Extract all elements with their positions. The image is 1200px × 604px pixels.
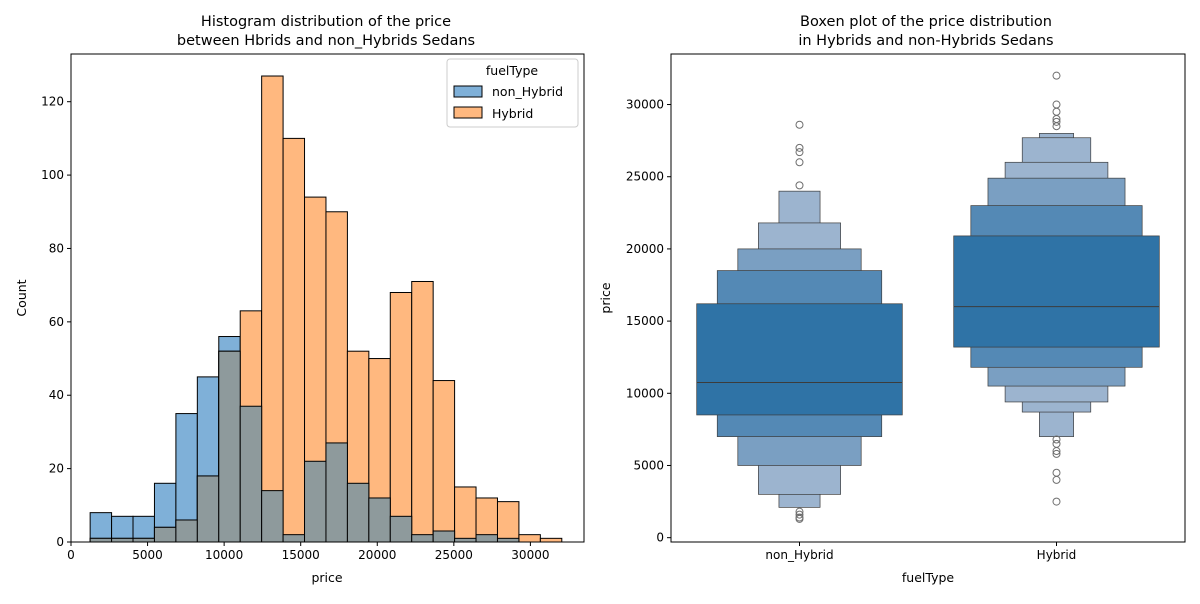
boxen-x-ticks: non_Hybrid Hybrid xyxy=(765,542,1076,562)
boxen-outlier-point xyxy=(795,513,804,522)
boxen-y-ticks: 0 5000 10000 15000 20000 25000 30000 xyxy=(626,98,671,545)
legend-label-non-hybrid: non_Hybrid xyxy=(492,84,563,99)
y-tick-label: 80 xyxy=(49,241,64,255)
y-tick-label: 20000 xyxy=(626,242,664,256)
boxen-y-label: price xyxy=(598,282,613,313)
histogram-bar-overlap xyxy=(432,530,456,543)
histogram-bar-overlap xyxy=(111,537,134,543)
boxen-outlier-point xyxy=(1052,107,1061,116)
x-tick-label: 0 xyxy=(67,548,75,562)
boxen-outlier-point xyxy=(1052,100,1061,109)
boxen-panel: Boxen plot of the price distribution in … xyxy=(598,14,1186,585)
histogram-x-ticks: 0 5000 10000 15000 20000 25000 30000 xyxy=(67,542,549,562)
boxen-outlier-point xyxy=(1052,71,1061,80)
histogram-bar-hybrid xyxy=(411,280,434,543)
boxen-outlier-point xyxy=(1052,117,1061,126)
legend-title: fuelType xyxy=(486,63,539,78)
histogram-bar-overlap xyxy=(389,515,413,543)
y-tick-label: 20 xyxy=(49,462,64,476)
x-tick-label: 20000 xyxy=(358,548,396,562)
histogram-bar-overlap xyxy=(196,475,220,543)
y-tick-label: 5000 xyxy=(633,458,664,472)
histogram-bar-non-hybrid xyxy=(89,512,113,543)
x-tick-label: 30000 xyxy=(511,548,549,562)
boxen-outlier-point xyxy=(1052,468,1061,477)
histogram-bar-overlap xyxy=(475,534,498,543)
boxen-outlier-point xyxy=(1052,435,1061,444)
y-tick-label: 30000 xyxy=(626,98,664,112)
boxen-outlier-point xyxy=(795,158,804,167)
legend-label-hybrid: Hybrid xyxy=(492,106,533,121)
histogram-bar-hybrid xyxy=(282,137,306,543)
boxen-title-line-2: in Hybrids and non-Hybrids Sedans xyxy=(798,33,1053,49)
histogram-title-line-2: between Hbrids and non_Hybrids Sedans xyxy=(177,33,475,49)
boxen-outliers xyxy=(795,71,1061,523)
y-tick-label: 0 xyxy=(56,535,64,549)
histogram-bar-overlap xyxy=(496,537,520,543)
y-tick-label: 25000 xyxy=(626,170,664,184)
x-tick-label: non_Hybrid xyxy=(765,548,833,562)
y-tick-label: 100 xyxy=(41,168,64,182)
boxen-outlier-point xyxy=(795,143,804,152)
y-tick-label: 40 xyxy=(49,388,64,402)
histogram-panel: Histogram distribution of the price betw… xyxy=(14,14,585,585)
boxen-axes-frame xyxy=(670,53,1186,543)
histogram-x-label: price xyxy=(311,570,342,585)
x-tick-label: Hybrid xyxy=(1037,548,1077,562)
histogram-bar-overlap xyxy=(132,537,155,543)
histogram-bar-overlap xyxy=(454,537,477,543)
boxen-outlier-point xyxy=(1052,449,1061,458)
legend-swatch-hybrid xyxy=(453,106,483,119)
histogram-bars xyxy=(89,75,563,543)
histogram-y-ticks: 0 20 40 60 80 100 120 xyxy=(41,95,71,549)
histogram-bar-overlap xyxy=(282,534,306,543)
boxen-boxes xyxy=(696,133,1160,508)
boxen-outlier-point xyxy=(795,507,804,516)
histogram-bar-hybrid xyxy=(539,537,563,543)
histogram-bar-hybrid xyxy=(389,291,413,543)
x-tick-label: 25000 xyxy=(435,548,473,562)
legend-swatch-non-hybrid xyxy=(453,85,483,98)
histogram-bar-overlap xyxy=(325,442,348,543)
y-tick-label: 10000 xyxy=(626,386,664,400)
histogram-bar-overlap xyxy=(175,519,198,543)
boxen-outlier-point xyxy=(795,181,804,190)
histogram-bar-overlap xyxy=(239,405,263,543)
histogram-bar-hybrid xyxy=(496,501,520,543)
x-tick-label: 15000 xyxy=(282,548,320,562)
histogram-bar-overlap xyxy=(89,537,113,543)
x-tick-label: 5000 xyxy=(132,548,163,562)
histogram-bar-overlap xyxy=(368,497,391,543)
y-tick-label: 120 xyxy=(41,95,64,109)
histogram-bar-hybrid xyxy=(518,534,541,543)
boxen-outlier-point xyxy=(1052,439,1061,448)
histogram-legend: fuelType non_Hybrid Hybrid xyxy=(446,58,579,128)
histogram-bar-overlap xyxy=(153,526,177,543)
histogram-bar-hybrid xyxy=(454,486,477,543)
x-tick-label: 10000 xyxy=(205,548,243,562)
boxen-box-non-hybrid xyxy=(696,303,903,416)
histogram-title-line-1: Histogram distribution of the price xyxy=(201,14,451,30)
histogram-bar-overlap xyxy=(304,460,327,543)
histogram-axes-frame xyxy=(70,53,585,543)
histogram-bar-hybrid xyxy=(261,75,284,543)
boxen-outlier-point xyxy=(795,120,804,129)
y-tick-label: 60 xyxy=(49,315,64,329)
boxen-title-line-1: Boxen plot of the price distribution xyxy=(800,14,1052,30)
histogram-bar-overlap xyxy=(411,534,434,543)
histogram-bar-hybrid xyxy=(432,380,456,543)
y-tick-label: 15000 xyxy=(626,314,664,328)
histogram-bar-overlap xyxy=(261,490,284,543)
boxen-box-hybrid xyxy=(953,235,1160,348)
boxen-outlier-point xyxy=(1052,497,1061,506)
boxen-outlier-point xyxy=(1052,475,1061,484)
boxen-outlier-point xyxy=(795,510,804,519)
histogram-bar-overlap xyxy=(218,350,241,543)
histogram-bar-overlap xyxy=(346,482,370,543)
boxen-x-label: fuelType xyxy=(902,570,955,585)
histogram-y-label: Count xyxy=(14,279,29,316)
boxen-outlier-point xyxy=(795,148,804,157)
y-tick-label: 0 xyxy=(656,531,664,545)
